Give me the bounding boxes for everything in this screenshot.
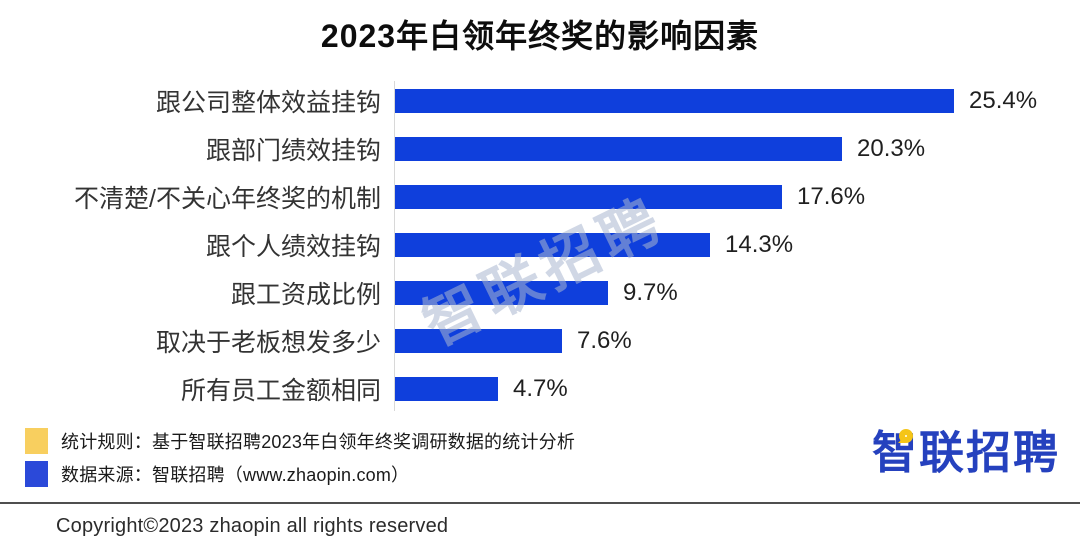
value-label: 4.7% <box>513 375 568 402</box>
bar-row: 跟公司整体效益挂钩 25.4% <box>0 77 1080 125</box>
bar-row: 取决于老板想发多少 7.6% <box>0 317 1080 365</box>
value-label: 17.6% <box>797 183 866 210</box>
category-label: 所有员工金额相同 <box>180 377 381 405</box>
category-label: 跟部门绩效挂钩 <box>205 137 381 165</box>
category-label: 跟工资成比例 <box>230 281 381 309</box>
bar <box>395 329 562 353</box>
zhaopin-logo: 智联招聘 <box>872 426 1060 480</box>
footnote-text: 数据来源：智联招聘（www.zhaopin.com） <box>61 465 410 485</box>
footnotes: 统计规则：基于智联招聘2023年白领年终奖调研数据的统计分析 数据来源：智联招聘… <box>25 428 575 487</box>
category-label: 跟个人绩效挂钩 <box>205 233 381 261</box>
bar <box>395 377 498 401</box>
legend-swatch <box>25 428 48 454</box>
copyright-text: Copyright©2023 zhaopin all rights reserv… <box>56 515 449 537</box>
bar-row: 跟个人绩效挂钩 14.3% <box>0 221 1080 269</box>
bar-chart: 跟公司整体效益挂钩 25.4% 跟部门绩效挂钩 20.3% 不清楚/不关心年终奖… <box>0 77 1080 413</box>
bar-row: 跟部门绩效挂钩 20.3% <box>0 125 1080 173</box>
footnote-text: 统计规则：基于智联招聘2023年白领年终奖调研数据的统计分析 <box>61 432 576 452</box>
value-label: 20.3% <box>857 135 926 162</box>
value-label: 9.7% <box>623 279 678 306</box>
bar <box>395 137 842 161</box>
category-label: 取决于老板想发多少 <box>155 329 381 357</box>
logo-bubble-icon <box>899 429 913 443</box>
bar <box>395 89 954 113</box>
category-label: 跟公司整体效益挂钩 <box>155 89 381 117</box>
bar-row: 不清楚/不关心年终奖的机制 17.6% <box>0 173 1080 221</box>
legend-swatch <box>25 461 48 487</box>
bar <box>395 281 608 305</box>
bar <box>395 233 710 257</box>
value-label: 25.4% <box>969 87 1038 114</box>
value-label: 7.6% <box>577 327 632 354</box>
divider-line <box>0 502 1080 504</box>
bar <box>395 185 782 209</box>
footnote-row: 统计规则：基于智联招聘2023年白领年终奖调研数据的统计分析 <box>25 428 575 454</box>
footnote-row: 数据来源：智联招聘（www.zhaopin.com） <box>25 461 575 487</box>
chart-title: 2023年白领年终奖的影响因素 <box>320 18 760 54</box>
bar-row: 所有员工金额相同 4.7% <box>0 365 1080 413</box>
y-axis-line <box>394 81 395 411</box>
bar-row: 跟工资成比例 9.7% <box>0 269 1080 317</box>
category-label: 不清楚/不关心年终奖的机制 <box>74 185 381 213</box>
bar-rows: 跟公司整体效益挂钩 25.4% 跟部门绩效挂钩 20.3% 不清楚/不关心年终奖… <box>0 77 1080 413</box>
value-label: 14.3% <box>725 231 794 258</box>
